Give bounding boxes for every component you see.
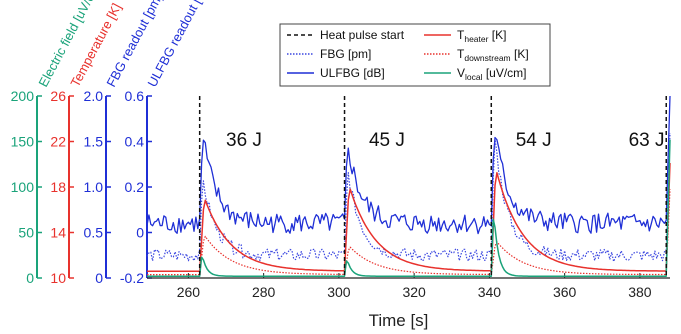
y-tick-label-temp: 18 (50, 179, 66, 195)
y-tick-label-ulfbg: 0 (136, 225, 144, 241)
x-tick-label: 360 (553, 284, 577, 300)
y-tick-label-ef: 100 (11, 179, 35, 195)
y-tick-label-temp: 10 (50, 270, 66, 286)
x-tick-label: 320 (402, 284, 426, 300)
legend-label-pulse: Heat pulse start (320, 28, 405, 42)
legend-label-vlocal: Vlocal [uV/cm] (457, 66, 527, 82)
y-tick-label-temp: 26 (50, 88, 66, 104)
legend-label-ulfbg: ULFBG [dB] (320, 66, 385, 80)
x-tick-label: 340 (478, 284, 502, 300)
y-tick-label-fbg: 2.0 (84, 88, 104, 104)
legend-label-theater: Theater [K] (457, 28, 506, 44)
y-tick-label-temp: 22 (50, 134, 66, 150)
legend-box (279, 23, 551, 87)
y-tick-label-ulfbg: 0.6 (125, 88, 145, 104)
y-tick-label-ef: 200 (11, 88, 35, 104)
energy-annotation: 54 J (516, 130, 552, 151)
x-axis-label: Time [s] (369, 311, 429, 330)
energy-annotation: 36 J (226, 130, 262, 151)
y-tick-label-ulfbg: 0.2 (125, 179, 145, 195)
y-tick-label-ulfbg: 0.4 (125, 134, 145, 150)
x-tick-label: 280 (252, 284, 276, 300)
series-line-0 (146, 95, 671, 235)
y-tick-label-fbg: 0 (95, 270, 103, 286)
y-tick-label-fbg: 0.5 (84, 225, 104, 241)
energy-annotation: 63 J (629, 130, 665, 151)
x-tick-label: 260 (177, 284, 201, 300)
legend-label-tdown: Tdownstream [K] (457, 47, 529, 63)
series-line-1 (146, 132, 671, 263)
series-line-3 (147, 189, 671, 276)
y-tick-label-ef: 150 (11, 134, 35, 150)
y-tick-label-fbg: 1.5 (84, 134, 104, 150)
x-tick-label: 380 (628, 284, 652, 300)
legend: Heat pulse start FBG [pm] ULFBG [dB] Theate… (279, 23, 551, 87)
x-tick-label: 300 (327, 284, 351, 300)
y-tick-label-temp: 14 (50, 225, 66, 241)
y-tick-label-ef: 50 (18, 225, 34, 241)
y-tick-label-fbg: 1.0 (84, 179, 104, 195)
y-tick-label-ulfbg: -0.2 (120, 270, 144, 286)
series-line-2 (147, 162, 671, 272)
series-line-4 (147, 139, 671, 277)
x-axis: 260 280 300 320 340 360 380 Time [s] (147, 273, 670, 330)
y-tick-label-ef: 0 (26, 270, 34, 286)
energy-annotation: 45 J (369, 130, 405, 151)
legend-label-fbg: FBG [pm] (320, 47, 371, 61)
